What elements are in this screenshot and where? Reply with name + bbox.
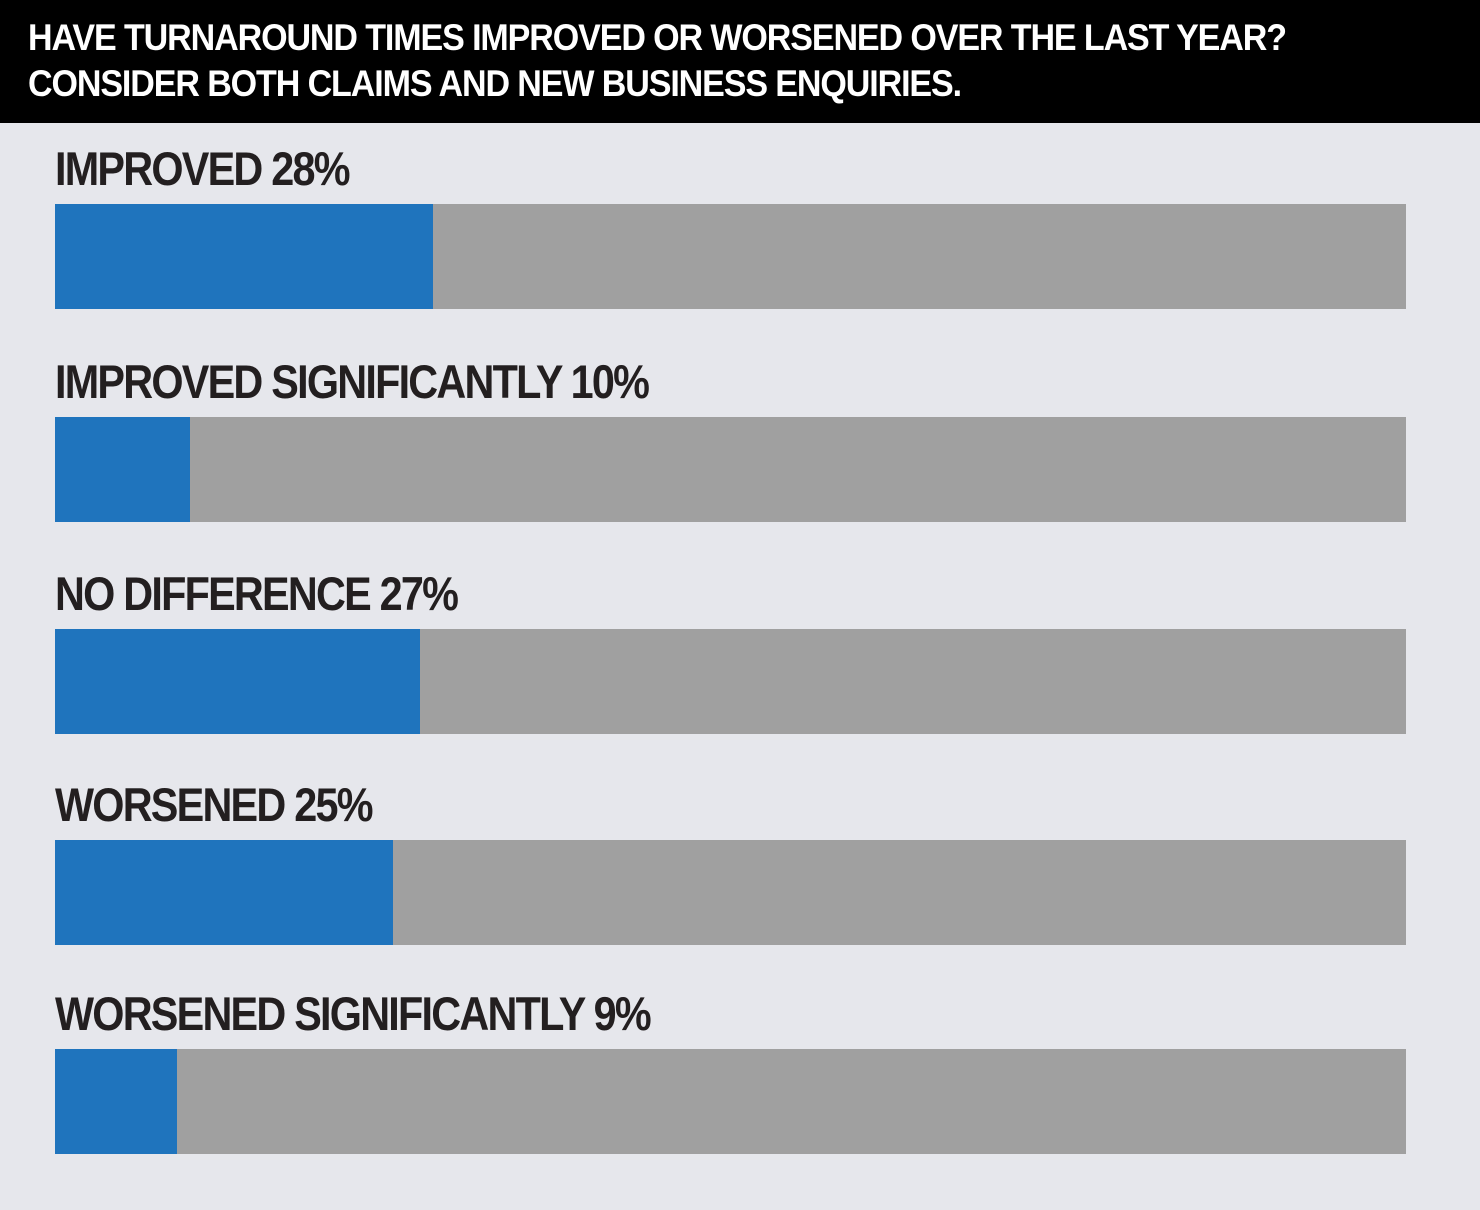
bar-label-improved: IMPROVED 28% bbox=[55, 142, 351, 195]
header-title-line-1: HAVE TURNAROUND TIMES IMPROVED OR WORSEN… bbox=[28, 17, 1287, 58]
bar-track-worsened-significantly bbox=[55, 1049, 1406, 1154]
bar-label-worsened-significantly: WORSENED SIGNIFICANTLY 9% bbox=[55, 987, 652, 1040]
bar-fill-no-difference bbox=[55, 629, 420, 734]
bar-track-worsened bbox=[55, 840, 1406, 945]
bar-track-no-difference bbox=[55, 629, 1406, 734]
bar-label-no-difference: NO DIFFERENCE 27% bbox=[55, 567, 459, 620]
chart-header: HAVE TURNAROUND TIMES IMPROVED OR WORSEN… bbox=[0, 0, 1480, 123]
bar-track-improved-significantly bbox=[55, 417, 1406, 522]
bar-track-improved bbox=[55, 204, 1406, 309]
bar-chart: IMPROVED 28% IMPROVED SIGNIFICANTLY 10% NO… bbox=[0, 123, 1480, 1210]
bar-label-improved-significantly: IMPROVED SIGNIFICANTLY 10% bbox=[55, 355, 650, 408]
bar-fill-worsened-significantly bbox=[55, 1049, 177, 1154]
bar-fill-improved bbox=[55, 204, 433, 309]
bar-label-worsened: WORSENED 25% bbox=[55, 778, 373, 831]
bar-fill-worsened bbox=[55, 840, 393, 945]
header-title-line-2: CONSIDER BOTH CLAIMS AND NEW BUSINESS EN… bbox=[28, 63, 962, 104]
bar-fill-improved-significantly bbox=[55, 417, 190, 522]
